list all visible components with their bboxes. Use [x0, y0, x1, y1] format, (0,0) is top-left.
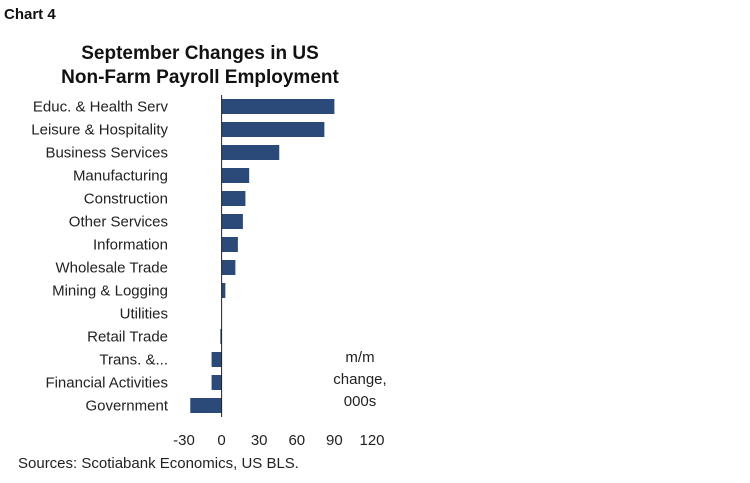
category-label: Manufacturing — [73, 168, 168, 185]
bar — [211, 375, 222, 390]
unit-label-group: m/m change, 000s — [333, 349, 386, 410]
chart-title-line-2: Non-Farm Payroll Employment — [61, 67, 339, 88]
bar — [221, 214, 243, 229]
bar — [211, 352, 222, 367]
x-tick-label: 90 — [326, 432, 343, 449]
bar — [221, 237, 238, 252]
category-label: Wholesale Trade — [55, 260, 168, 277]
bar — [220, 329, 222, 344]
category-label: Trans. &... — [99, 352, 168, 369]
source-note: Sources: Scotiabank Economics, US BLS. — [18, 455, 299, 472]
unit-label-line: m/m — [345, 349, 374, 366]
category-label: Retail Trade — [87, 329, 168, 346]
bar — [221, 283, 226, 298]
category-label: Business Services — [45, 145, 168, 162]
unit-label-line: 000s — [344, 393, 377, 410]
unit-label-line: change, — [333, 371, 386, 388]
bars-group — [190, 95, 335, 417]
bar — [190, 398, 222, 413]
bar — [221, 99, 335, 114]
category-label: Government — [85, 398, 168, 415]
category-labels-group: Educ. & Health Serv Leisure & Hospitality… — [31, 99, 169, 415]
category-label: Mining & Logging — [52, 283, 168, 300]
chart-label: Chart 4 — [4, 6, 56, 23]
x-tick-label: 120 — [359, 432, 384, 449]
category-label: Information — [93, 237, 168, 254]
x-tick-label: -30 — [173, 432, 195, 449]
category-label: Utilities — [120, 306, 168, 323]
x-tick-labels-group: -30 0 30 60 90 120 — [173, 432, 384, 449]
x-tick-label: 60 — [288, 432, 305, 449]
category-label: Other Services — [69, 214, 168, 231]
chart-title-line-1: September Changes in US — [81, 43, 319, 64]
x-tick-label: 30 — [251, 432, 268, 449]
bar — [221, 260, 236, 275]
bar — [221, 168, 250, 183]
x-tick-label: 0 — [217, 432, 225, 449]
bar — [221, 191, 246, 206]
category-label: Financial Activities — [45, 375, 168, 392]
category-label: Construction — [84, 191, 168, 208]
bar — [221, 122, 325, 137]
bar — [221, 145, 280, 160]
category-label: Educ. & Health Serv — [33, 99, 169, 116]
category-label: Leisure & Hospitality — [31, 122, 168, 139]
